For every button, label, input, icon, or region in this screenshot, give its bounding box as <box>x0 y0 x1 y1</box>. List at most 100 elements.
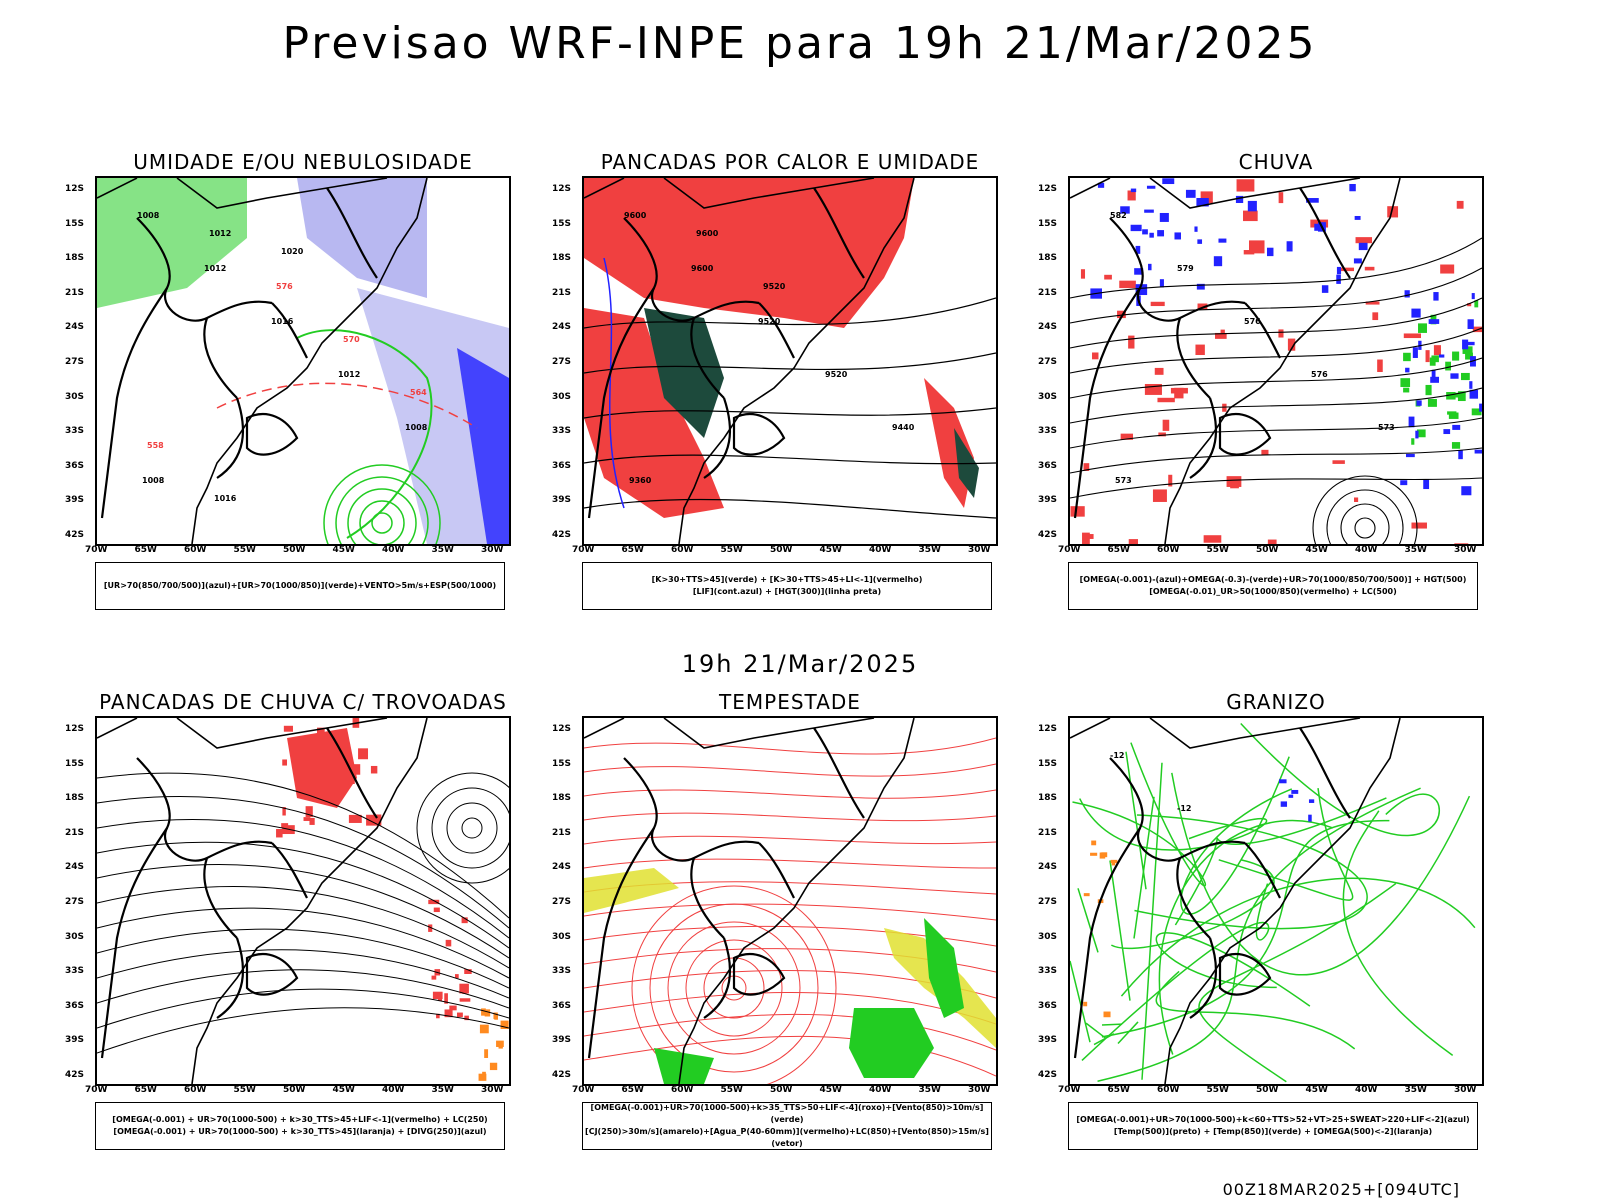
latitude-tick-label: 33S <box>65 966 85 977</box>
longitude-tick-label: 55W <box>1206 545 1229 555</box>
contour-label: 576 <box>1244 317 1261 326</box>
map-canvas <box>584 718 996 1084</box>
longitude-tick-label: 65W <box>621 1085 644 1095</box>
longitude-tick-label: 45W <box>819 1085 842 1095</box>
latitude-tick-label: 36S <box>552 460 572 471</box>
longitude-tick-label: 60W <box>184 1085 207 1095</box>
latitude-tick-label: 36S <box>65 1000 85 1011</box>
latitude-tick-label: 30S <box>552 931 572 942</box>
latitude-tick-label: 33S <box>1038 426 1058 437</box>
panel-title: PANCADAS DE CHUVA C/ TROVOADAS <box>99 690 507 714</box>
longitude-tick-label: 45W <box>819 545 842 555</box>
latitude-tick-label: 39S <box>552 495 572 506</box>
contour-label: 9520 <box>763 282 786 291</box>
latitude-tick-label: 15S <box>65 758 85 769</box>
latitude-tick-label: 18S <box>552 793 572 804</box>
latitude-tick-label: 21S <box>552 827 572 838</box>
longitude-tick-label: 60W <box>671 1085 694 1095</box>
latitude-tick-label: 15S <box>552 758 572 769</box>
legend-line: [Temp(500)](preto) + [Temp(850)](verde) … <box>1113 1127 1433 1136</box>
latitude-tick-label: 30S <box>65 391 85 402</box>
latitude-tick-label: 21S <box>552 287 572 298</box>
contour-label: 564 <box>410 388 427 397</box>
latitude-tick-label: 12S <box>1038 184 1058 194</box>
longitude-tick-label: 50W <box>1256 545 1279 555</box>
forecast-map: -12 -12 <box>1068 716 1484 1086</box>
panel-title: PANCADAS POR CALOR E UMIDADE <box>600 150 980 174</box>
latitude-tick-label: 42S <box>552 1070 572 1080</box>
contour-label: 9440 <box>892 423 915 432</box>
latitude-tick-label: 18S <box>65 253 85 264</box>
latitude-tick-label: 36S <box>1038 460 1058 471</box>
map-canvas: 582 579 576 576 573 573 <box>1070 178 1482 544</box>
panel-title: CHUVA <box>1238 150 1314 174</box>
latitude-tick-label: 27S <box>552 897 572 907</box>
contour-label: 9520 <box>825 370 848 379</box>
contour-label: 576 <box>276 282 293 291</box>
run-info-footer: 00Z18MAR2025+[094UTC] <box>1222 1180 1460 1199</box>
forecast-panel: PANCADAS DE CHUVA C/ TROVOADAS 12S 15S 18S 2… <box>65 690 545 1190</box>
longitude-tick-label: 35W <box>1404 545 1427 555</box>
latitude-tick-label: 18S <box>552 253 572 264</box>
panel-legend: [UR>70(850/700/500)](azul)+[UR>70(1000/8… <box>95 562 505 610</box>
map-canvas <box>97 718 509 1084</box>
panel-legend: [OMEGA(-0.001)+UR>70(1000-500)+k>35_TTS>… <box>582 1102 992 1150</box>
latitude-tick-label: 24S <box>552 862 572 873</box>
longitude-tick-label: 40W <box>869 545 892 555</box>
latitude-tick-label: 15S <box>552 218 572 229</box>
latitude-tick-label: 24S <box>65 862 85 873</box>
latitude-tick-label: 39S <box>1038 495 1058 506</box>
latitude-tick-label: 27S <box>65 357 85 367</box>
longitude-tick-label: 45W <box>332 1085 355 1095</box>
longitude-tick-label: 35W <box>918 545 941 555</box>
longitude-tick-label: 55W <box>1206 1085 1229 1095</box>
latitude-tick-label: 21S <box>1038 827 1058 838</box>
longitude-tick-label: 50W <box>283 1085 306 1095</box>
latitude-tick-label: 42S <box>65 530 85 540</box>
longitude-tick-label: 55W <box>233 545 256 555</box>
forecast-map: 1008 1012 1016 1012 1008 1008 1012 576 570 564 558… <box>95 176 511 546</box>
longitude-tick-label: 30W <box>481 545 504 555</box>
latitude-tick-label: 33S <box>552 426 572 437</box>
longitude-tick-label: 65W <box>1107 1085 1130 1095</box>
latitude-tick-label: 30S <box>1038 391 1058 402</box>
longitude-tick-label: 65W <box>134 545 157 555</box>
longitude-tick-label: 45W <box>332 545 355 555</box>
latitude-tick-label: 42S <box>65 1070 85 1080</box>
latitude-tick-label: 12S <box>552 184 572 194</box>
latitude-tick-label: 15S <box>65 218 85 229</box>
panel-legend: [OMEGA(-0.001)+UR>70(1000-500)+k<60+TTS>… <box>1068 1102 1478 1150</box>
longitude-tick-label: 50W <box>770 1085 793 1095</box>
contour-label: 1012 <box>204 264 226 273</box>
valid-time-label: 19h 21/Mar/2025 <box>681 650 919 678</box>
contour-label: 1012 <box>338 370 360 379</box>
latitude-tick-label: 18S <box>1038 793 1058 804</box>
forecast-map <box>582 716 998 1086</box>
latitude-tick-label: 18S <box>65 793 85 804</box>
map-canvas: 1008 1012 1016 1012 1008 1008 1012 576 570 564 558… <box>97 178 509 544</box>
panel-legend: [OMEGA(-0.001)-(azul)+OMEGA(-0.3)-(verde… <box>1068 562 1478 610</box>
longitude-tick-label: 35W <box>1404 1085 1427 1095</box>
forecast-panel: TEMPESTADE 12S 15S 18S 21S 24S 27S 30S 33S 36S 39S… <box>552 690 1032 1190</box>
legend-line: [OMEGA(-0.001) + UR>70(1000-500) + k>30_… <box>112 1115 488 1124</box>
panel-legend: [K>30+TTS>45](verde) + [K>30+TTS>45+LI<-… <box>582 562 992 610</box>
longitude-tick-label: 30W <box>1454 545 1477 555</box>
contour-label: 1008 <box>137 211 160 220</box>
contour-label: 576 <box>1311 370 1328 379</box>
longitude-tick-label: 70W <box>85 1085 108 1095</box>
longitude-tick-label: 50W <box>283 545 306 555</box>
latitude-tick-label: 12S <box>65 724 85 734</box>
contour-label: 9360 <box>629 476 652 485</box>
latitude-tick-label: 21S <box>1038 287 1058 298</box>
longitude-tick-label: 30W <box>968 1085 991 1095</box>
legend-line: [OMEGA(-0.001) + UR>70(1000-500) + k>30_… <box>113 1127 487 1136</box>
longitude-tick-label: 35W <box>431 545 454 555</box>
forecast-panel: CHUVA 582 579 576 576 573 573 12S 15S 18S 21S 24S 27… <box>1038 150 1518 650</box>
latitude-tick-label: 21S <box>65 287 85 298</box>
longitude-tick-label: 65W <box>621 545 644 555</box>
forecast-map: 9600 9600 9520 9520 9440 9360 9600 9520 <box>582 176 998 546</box>
longitude-tick-label: 60W <box>1157 545 1180 555</box>
latitude-tick-label: 33S <box>65 426 85 437</box>
latitude-tick-label: 42S <box>552 530 572 540</box>
latitude-tick-label: 15S <box>1038 218 1058 229</box>
